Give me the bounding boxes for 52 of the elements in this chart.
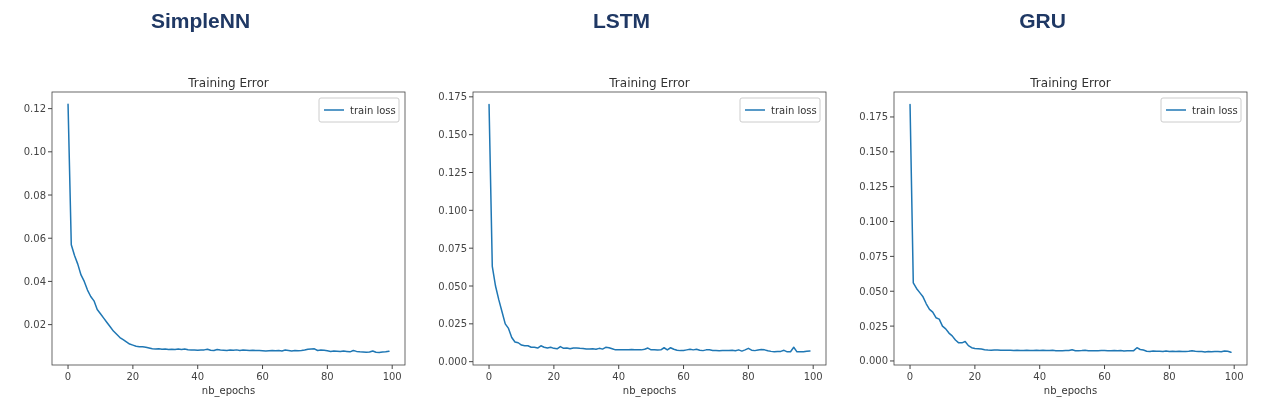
x-tick-label: 80 [321,371,334,382]
y-tick-label: 0.06 [23,232,46,244]
legend-label: train loss [1192,104,1238,116]
x-axis-title: nb_epochs [622,385,677,397]
y-tick-label: 0.04 [23,275,46,287]
x-tick-label: 20 [547,371,561,382]
x-tick-label: 40 [612,371,626,382]
chart-subtitle: Training Error [608,76,690,90]
x-tick-label: 100 [1224,371,1244,382]
x-tick-label: 40 [1033,371,1047,382]
x-tick-label: 60 [1098,371,1111,382]
chart-title: GRU [1019,9,1066,32]
y-tick-label: 0.175 [859,111,888,123]
y-tick-label: 0.12 [23,103,46,115]
chart-title: SimpleNN [150,9,251,32]
y-tick-label: 0.125 [859,181,888,193]
x-tick-label: 60 [677,371,690,382]
chart-subtitle: Training Error [187,76,269,90]
x-tick-label: 80 [742,371,755,382]
chart-title: LSTM [592,9,651,32]
chart-subtitle: Training Error [1029,76,1111,90]
x-tick-label: 80 [1163,371,1176,382]
y-tick-label: 0.02 [23,319,46,331]
x-tick-label: 20 [968,371,982,382]
y-tick-label: 0.075 [859,250,888,262]
x-tick-label: 60 [256,371,269,382]
x-tick-label: 0 [906,371,914,382]
y-tick-label: 0.10 [23,146,46,158]
x-axis-title: nb_epochs [201,385,256,397]
y-tick-label: 0.08 [23,189,46,201]
y-tick-label: 0.150 [859,146,888,158]
y-tick-label: 0.100 [859,216,888,228]
x-axis-title: nb_epochs [1043,385,1098,397]
legend-label: train loss [771,104,817,116]
y-tick-label: 0.025 [859,320,888,332]
y-tick-label: 0.075 [438,242,467,254]
x-tick-label: 0 [485,371,493,382]
x-tick-label: 40 [191,371,205,382]
y-tick-label: 0.100 [438,204,467,216]
x-tick-label: 100 [803,371,823,382]
y-tick-label: 0.125 [438,167,467,179]
x-tick-label: 20 [126,371,140,382]
y-tick-label: 0.000 [859,355,888,367]
x-tick-label: 0 [64,371,72,382]
y-tick-label: 0.025 [438,318,467,330]
x-tick-label: 100 [382,371,402,382]
y-tick-label: 0.000 [438,356,467,368]
y-tick-label: 0.050 [859,285,888,297]
legend-label: train loss [350,104,396,116]
y-tick-label: 0.050 [438,280,467,292]
y-tick-label: 0.175 [438,91,467,103]
y-tick-label: 0.150 [438,129,467,141]
